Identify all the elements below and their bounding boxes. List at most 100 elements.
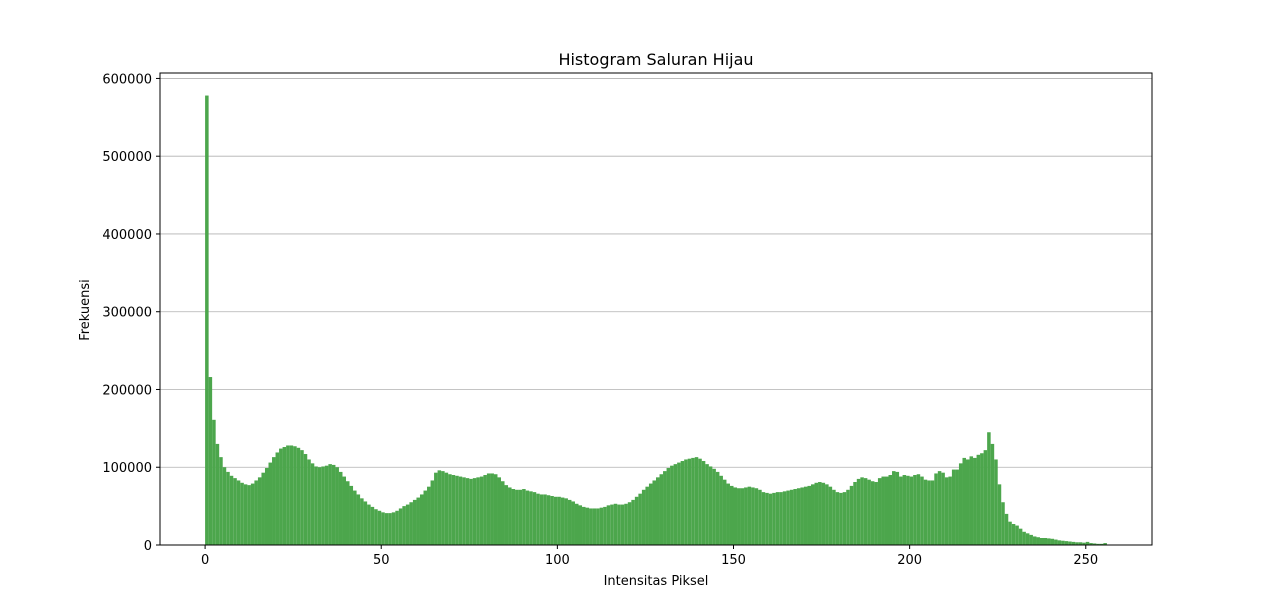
bar: [515, 489, 519, 545]
bar: [423, 490, 428, 545]
y-tick-label: 400000: [102, 228, 152, 243]
bar: [708, 466, 713, 545]
bar: [250, 483, 255, 545]
bar: [786, 490, 790, 545]
bar: [729, 485, 734, 545]
bar: [645, 486, 649, 545]
bar: [860, 477, 864, 545]
bar: [293, 446, 297, 545]
bar: [782, 491, 787, 545]
bar: [828, 486, 833, 545]
bar: [578, 505, 583, 545]
bar: [909, 476, 914, 545]
y-tick-label: 200000: [102, 383, 152, 398]
x-tick-label: 250: [1073, 553, 1098, 568]
bar: [522, 489, 526, 545]
bar: [402, 506, 406, 545]
bar: [465, 478, 470, 545]
bar: [427, 486, 431, 545]
bar: [226, 471, 230, 545]
bar: [842, 492, 847, 545]
bar: [800, 487, 804, 545]
bar: [768, 493, 773, 545]
bar: [370, 506, 375, 545]
bar: [793, 489, 797, 545]
bar: [740, 488, 745, 545]
bar: [853, 482, 857, 545]
bar: [916, 474, 921, 545]
bar: [698, 458, 702, 545]
bar: [722, 479, 727, 545]
bar: [1032, 536, 1037, 545]
bar: [268, 462, 273, 545]
bar: [599, 507, 604, 545]
bar: [1029, 534, 1033, 545]
bar: [944, 477, 949, 545]
bar: [712, 468, 716, 545]
bar: [825, 484, 829, 545]
bar: [705, 464, 709, 545]
bar: [532, 492, 537, 545]
bar: [264, 468, 269, 545]
bar: [331, 464, 336, 545]
bar: [314, 466, 318, 545]
bar: [582, 506, 586, 545]
bar: [627, 502, 632, 545]
y-tick-label: 100000: [102, 461, 152, 476]
bar: [624, 503, 628, 545]
y-tick-label: 300000: [102, 306, 152, 321]
bar: [525, 490, 530, 545]
bar: [758, 489, 762, 545]
bar: [937, 471, 942, 545]
bar: [490, 473, 494, 545]
bar: [983, 450, 988, 545]
x-axis-label: Intensitas Piksel: [604, 574, 709, 589]
bar: [656, 477, 660, 545]
bar: [751, 487, 755, 545]
x-tick-label: 200: [897, 553, 922, 568]
bar: [1001, 502, 1005, 545]
plot-frame: [159, 72, 1153, 546]
bar: [994, 459, 998, 545]
bar: [958, 463, 963, 545]
bar: [486, 473, 491, 545]
bar: [508, 487, 512, 545]
bar: [814, 482, 819, 545]
bar: [205, 95, 209, 546]
bar: [1018, 528, 1023, 545]
bar: [863, 478, 868, 545]
bar: [275, 452, 280, 545]
bar: [317, 467, 322, 545]
y-tick-label: 500000: [102, 150, 152, 165]
bar: [289, 445, 294, 545]
bar: [617, 504, 621, 545]
bar: [934, 473, 938, 545]
bar: [867, 479, 871, 545]
bar: [606, 505, 611, 545]
bar: [324, 465, 329, 545]
bar: [363, 501, 368, 545]
bar: [384, 513, 389, 545]
bar: [803, 486, 808, 545]
bar: [1039, 538, 1044, 545]
bar: [437, 470, 442, 545]
bar: [1043, 538, 1048, 545]
bar: [677, 462, 681, 545]
bar: [229, 475, 234, 545]
bar: [670, 465, 674, 545]
bar: [553, 496, 558, 545]
bar: [356, 494, 361, 545]
bar: [990, 443, 995, 545]
bar: [856, 478, 861, 545]
bar: [497, 477, 501, 545]
bar: [208, 377, 213, 545]
bar: [550, 496, 554, 545]
bar: [286, 445, 290, 545]
bar: [596, 508, 600, 545]
bar: [818, 482, 822, 545]
bar: [1099, 543, 1104, 545]
bar: [296, 447, 301, 545]
bar: [589, 508, 593, 545]
chart-title: Histogram Saluran Hijau: [558, 50, 753, 69]
bar: [899, 476, 903, 545]
